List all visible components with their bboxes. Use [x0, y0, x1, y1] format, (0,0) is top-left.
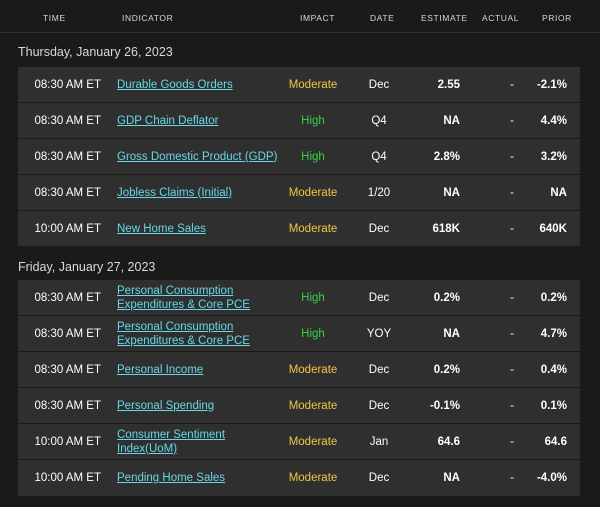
- impact-level: Moderate: [288, 435, 338, 448]
- indicator-link[interactable]: Personal Spending: [117, 399, 215, 412]
- actual-value: -: [510, 222, 514, 235]
- estimate-value: 2.55: [437, 78, 460, 91]
- actual-value: -: [510, 472, 514, 484]
- indicator-link[interactable]: Consumer Sentiment Index(UoM): [117, 428, 226, 455]
- impact-level: Moderate: [288, 78, 338, 91]
- event-period: Dec: [368, 78, 390, 91]
- header-time: TIME: [43, 13, 66, 23]
- prior-value: -4.0%: [536, 472, 567, 484]
- table-row: 08:30 AM ET GDP Chain Deflator High Q4 N…: [18, 103, 580, 139]
- table-row: 10:00 AM ET Consumer Sentiment Index(UoM)…: [18, 424, 580, 460]
- impact-level: Moderate: [288, 363, 338, 376]
- estimate-value: NA: [443, 186, 460, 199]
- indicator-link[interactable]: Gross Domestic Product (GDP): [117, 150, 278, 163]
- event-period: Dec: [368, 291, 390, 304]
- prior-value: 4.7%: [540, 327, 567, 340]
- estimate-value: NA: [443, 327, 460, 340]
- prior-value: 0.4%: [540, 363, 567, 376]
- prior-value: 3.2%: [540, 150, 567, 163]
- event-time: 08:30 AM ET: [34, 399, 101, 412]
- header-impact: IMPACT: [300, 13, 336, 23]
- indicator-link[interactable]: Jobless Claims (Initial): [117, 186, 233, 199]
- impact-level: Moderate: [288, 399, 338, 412]
- actual-value: -: [510, 399, 514, 412]
- event-period: Dec: [368, 363, 390, 376]
- impact-level: Moderate: [288, 472, 338, 484]
- event-period: Dec: [368, 399, 390, 412]
- event-time: 10:00 AM ET: [34, 222, 101, 235]
- table-row: 10:00 AM ET Pending Home Sales Moderate …: [18, 460, 580, 497]
- header-date: DATE: [370, 13, 395, 23]
- table-row: 08:30 AM ET Personal Spending Moderate D…: [18, 388, 580, 424]
- header-actual: ACTUAL: [482, 13, 520, 23]
- event-period: 1/20: [367, 186, 391, 199]
- indicator-link[interactable]: Personal Income: [117, 363, 204, 376]
- indicator-link[interactable]: New Home Sales: [117, 222, 206, 235]
- event-period: YOY: [366, 327, 392, 340]
- table-row: 08:30 AM ET Personal Consumption Expendit…: [18, 316, 580, 352]
- indicator-link[interactable]: Personal Consumption Expenditures & Core …: [117, 284, 250, 311]
- impact-level: High: [301, 327, 325, 340]
- event-period: Dec: [368, 222, 390, 235]
- prior-value: 0.2%: [540, 291, 567, 304]
- actual-value: -: [510, 363, 514, 376]
- day-heading: Friday, January 27, 2023: [18, 260, 156, 274]
- prior-value: 0.1%: [540, 399, 567, 412]
- actual-value: -: [510, 327, 514, 340]
- header-estimate: ESTIMATE: [421, 13, 468, 23]
- event-period: Q4: [371, 150, 387, 163]
- impact-level: High: [301, 114, 325, 127]
- event-time: 08:30 AM ET: [34, 291, 101, 304]
- event-time: 10:00 AM ET: [34, 435, 101, 448]
- impact-level: Moderate: [288, 222, 338, 235]
- prior-value: -2.1%: [536, 78, 567, 91]
- header-indicator: INDICATOR: [122, 13, 174, 23]
- actual-value: -: [510, 114, 514, 127]
- table-header: TIME INDICATOR IMPACT DATE ESTIMATE ACTU…: [0, 0, 600, 33]
- table-row: 08:30 AM ET Jobless Claims (Initial) Mod…: [18, 175, 580, 211]
- event-time: 08:30 AM ET: [34, 327, 101, 340]
- estimate-value: 0.2%: [433, 363, 460, 376]
- event-period: Jan: [369, 435, 389, 448]
- event-time: 08:30 AM ET: [34, 114, 101, 127]
- indicator-link[interactable]: Personal Consumption Expenditures & Core …: [117, 320, 250, 347]
- event-time: 08:30 AM ET: [34, 363, 101, 376]
- actual-value: -: [510, 78, 514, 91]
- event-period: Q4: [371, 114, 387, 127]
- actual-value: -: [510, 186, 514, 199]
- event-time: 08:30 AM ET: [34, 78, 101, 91]
- estimate-value: 2.8%: [433, 150, 460, 163]
- prior-value: 64.6: [544, 435, 567, 448]
- actual-value: -: [510, 150, 514, 163]
- indicator-link[interactable]: GDP Chain Deflator: [117, 114, 219, 127]
- impact-level: High: [301, 150, 325, 163]
- actual-value: -: [510, 291, 514, 304]
- prior-value: 640K: [539, 222, 568, 235]
- impact-level: Moderate: [288, 186, 338, 199]
- table-row: 08:30 AM ET Durable Goods Orders Moderat…: [18, 67, 580, 103]
- table-row: 10:00 AM ET New Home Sales Moderate Dec …: [18, 211, 580, 247]
- header-prior: PRIOR: [542, 13, 572, 23]
- day-heading: Thursday, January 26, 2023: [18, 45, 173, 59]
- estimate-value: 0.2%: [433, 291, 460, 304]
- estimate-value: NA: [443, 472, 460, 484]
- actual-value: -: [510, 435, 514, 448]
- prior-value: 4.4%: [540, 114, 567, 127]
- estimate-value: NA: [443, 114, 460, 127]
- event-period: Dec: [368, 472, 390, 484]
- table-row: 08:30 AM ET Personal Income Moderate Dec…: [18, 352, 580, 388]
- table-row: 08:30 AM ET Personal Consumption Expendit…: [18, 280, 580, 316]
- event-time: 08:30 AM ET: [34, 186, 101, 199]
- estimate-value: -0.1%: [429, 399, 460, 412]
- impact-level: High: [301, 291, 325, 304]
- estimate-value: 64.6: [437, 435, 460, 448]
- indicator-link[interactable]: Pending Home Sales: [117, 472, 226, 484]
- prior-value: NA: [550, 186, 567, 199]
- event-time: 10:00 AM ET: [34, 472, 101, 484]
- event-time: 08:30 AM ET: [34, 150, 101, 163]
- table-row: 08:30 AM ET Gross Domestic Product (GDP)…: [18, 139, 580, 175]
- estimate-value: 618K: [432, 222, 461, 235]
- indicator-link[interactable]: Durable Goods Orders: [117, 78, 233, 91]
